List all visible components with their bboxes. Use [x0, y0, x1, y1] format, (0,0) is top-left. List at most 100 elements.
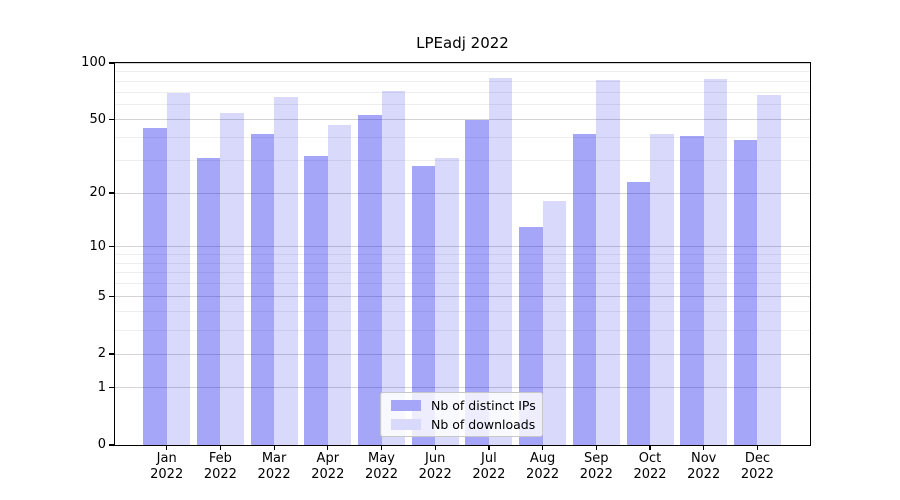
x-axis-tick-label-line: 2022: [150, 466, 184, 482]
bar-ips-jan: [143, 128, 167, 445]
x-axis-tick-mark: [649, 445, 651, 450]
bar-ips-apr: [304, 155, 328, 445]
y-axis-tick-label: 1: [97, 379, 106, 395]
x-axis-tick-label-line: Aug: [529, 451, 556, 466]
x-axis-tick-label-line: May: [368, 451, 395, 466]
y-axis-tick-label: 2: [97, 346, 106, 362]
y-axis-tick-mark: [109, 118, 114, 121]
gridline-minor: [115, 329, 810, 331]
bar-downloads-nov: [703, 79, 728, 445]
bar-downloads-oct: [650, 133, 674, 445]
gridline-minor: [115, 253, 810, 255]
x-axis-tick-mark: [488, 445, 490, 450]
gridline-major: [115, 62, 810, 64]
y-axis-tick-label: 20: [89, 185, 106, 200]
gridline-minor: [115, 283, 810, 285]
legend-label-distinct-ips: Nb of distinct IPs: [431, 397, 536, 413]
x-axis-tick-label: Apr 2022: [297, 451, 359, 482]
x-axis-tick-mark: [273, 445, 275, 450]
bar-downloads-aug: [542, 201, 567, 445]
y-axis-tick-mark: [109, 444, 114, 446]
x-axis-tick-label: Dec 2022: [726, 451, 788, 482]
x-axis-tick-label: Aug 2022: [512, 451, 574, 482]
legend-swatch-distinct-ips: [391, 399, 421, 411]
y-axis-tick-label: 10: [89, 238, 106, 254]
bar-downloads-jan: [166, 93, 191, 445]
x-axis-tick-label-line: 2022: [579, 466, 613, 482]
x-axis-tick-label-line: Apr: [316, 451, 340, 466]
gridline-major: [115, 246, 810, 248]
bar-ips-feb: [196, 158, 221, 445]
x-axis-tick-label-line: Nov: [691, 451, 717, 466]
x-axis-tick-label-line: Mar: [261, 451, 287, 466]
x-axis-tick-label-line: Sep: [584, 451, 609, 466]
x-axis-tick-label: May 2022: [351, 451, 413, 482]
gridline-minor: [115, 80, 810, 82]
legend-entry-distinct-ips: Nb of distinct IPs: [391, 397, 542, 413]
x-axis-tick-label-line: 2022: [633, 466, 667, 482]
x-axis-tick-label-line: 2022: [472, 466, 506, 482]
bar-ips-sep: [572, 133, 597, 445]
x-axis-tick-label: Mar 2022: [243, 451, 305, 482]
x-axis-tick-mark: [703, 445, 705, 450]
y-axis-tick-mark: [109, 62, 114, 64]
x-axis-tick-label-line: 2022: [311, 466, 345, 482]
y-axis-tick-mark: [109, 192, 114, 194]
gridline-major: [115, 296, 810, 298]
bar-downloads-feb: [220, 113, 244, 445]
x-axis-tick-label-line: Jan: [156, 451, 177, 466]
plot-area: [115, 62, 810, 445]
bar-downloads-jul: [488, 78, 513, 445]
bar-ips-oct: [626, 181, 650, 445]
gridline-major: [115, 353, 810, 355]
x-axis-tick-label-line: 2022: [257, 466, 291, 482]
x-axis-tick-mark: [434, 445, 436, 450]
y-axis-tick-label: 100: [81, 55, 106, 70]
gridline-minor: [115, 160, 810, 162]
legend: Nb of distinct IPs Nb of downloads: [380, 392, 543, 437]
y-axis-tick-mark: [109, 245, 114, 248]
gridline-minor: [115, 272, 810, 274]
x-axis-tick-mark: [327, 445, 329, 450]
x-axis-tick-label-line: 2022: [740, 466, 774, 482]
x-axis-tick-label-line: Oct: [638, 451, 662, 466]
gridline-minor: [115, 137, 810, 139]
bar-ips-mar: [250, 133, 275, 445]
bar-ips-jul: [465, 119, 489, 445]
gridline-major: [115, 119, 810, 121]
x-axis-tick-label: Nov 2022: [673, 451, 735, 482]
x-axis-tick-label: Jun 2022: [404, 451, 466, 482]
gridline-major: [115, 387, 810, 389]
x-axis-tick-label-line: 2022: [203, 466, 237, 482]
x-axis-tick-label-line: Feb: [208, 451, 232, 466]
y-axis-tick-label: 5: [97, 288, 106, 304]
x-axis-tick-label-line: 2022: [364, 466, 399, 482]
x-axis-tick-label-line: Jul: [481, 451, 497, 466]
bar-downloads-mar: [274, 96, 298, 445]
x-axis-tick-mark: [380, 445, 383, 450]
y-axis-tick-mark: [109, 353, 114, 355]
bar-downloads-sep: [596, 80, 620, 445]
legend-label-downloads: Nb of downloads: [431, 416, 536, 432]
y-axis-tick-mark: [109, 387, 114, 389]
bar-downloads-may: [381, 91, 405, 445]
gridline-minor: [115, 311, 810, 313]
bar-ips-dec: [733, 139, 758, 445]
chart-title: LPEadj 2022: [416, 34, 509, 52]
x-axis-tick-label-line: Jun: [425, 451, 446, 466]
x-axis-tick-label-line: 2022: [526, 466, 560, 482]
x-axis-tick-mark: [166, 445, 168, 450]
gridline-minor: [115, 71, 810, 73]
x-axis-tick-mark: [756, 445, 759, 450]
x-axis-tick-mark: [542, 445, 544, 450]
x-axis-tick-label: Oct 2022: [619, 451, 681, 482]
x-axis-tick-label: Jan 2022: [136, 451, 198, 482]
x-axis-tick-label-line: Dec: [744, 451, 770, 466]
gridline-minor: [115, 104, 810, 106]
x-axis-tick-label-line: 2022: [418, 466, 452, 482]
x-axis-tick-mark: [595, 445, 597, 450]
bar-ips-nov: [680, 135, 704, 445]
y-axis-tick-label: 50: [89, 111, 106, 127]
x-axis-tick-mark: [219, 445, 222, 450]
